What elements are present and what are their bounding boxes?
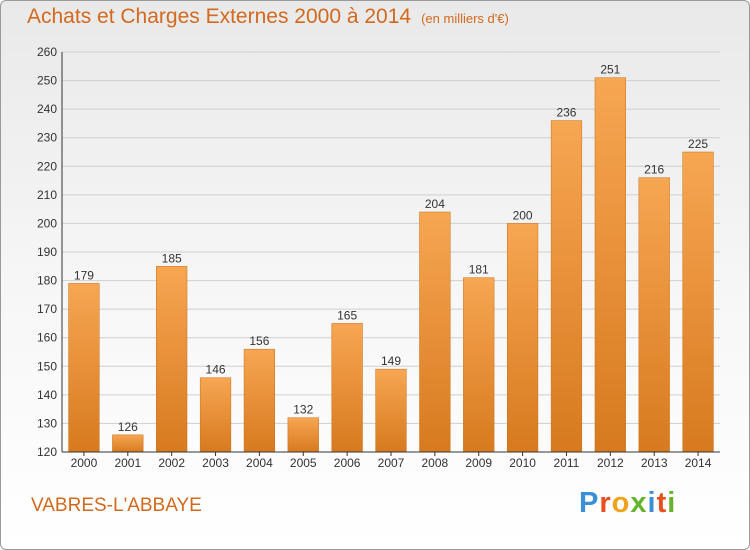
y-tick-label: 190 <box>37 245 57 259</box>
data-label-2012: 251 <box>600 63 620 77</box>
logo-letter: t <box>656 487 668 519</box>
y-tick-label: 170 <box>37 302 57 316</box>
data-label-2008: 204 <box>425 197 445 211</box>
y-tick-label: 230 <box>37 131 57 145</box>
location-label: VABRES-L'ABBAYE <box>31 495 202 516</box>
data-label-2002: 185 <box>162 251 182 265</box>
y-tick-label: 250 <box>37 74 57 88</box>
bar-2012 <box>594 77 626 453</box>
data-label-2010: 200 <box>513 208 533 222</box>
x-tick-label-2010: 2010 <box>509 456 536 470</box>
y-tick-label: 240 <box>37 102 57 116</box>
data-label-2009: 181 <box>469 263 489 277</box>
x-tick-label-2000: 2000 <box>71 456 98 470</box>
y-tick-label: 140 <box>37 388 57 402</box>
x-tick-label-2001: 2001 <box>114 456 141 470</box>
x-tick-label-2011: 2011 <box>554 456 580 470</box>
x-tick-label-2005: 2005 <box>290 456 317 470</box>
y-tick-label: 180 <box>37 274 57 288</box>
bar-2008 <box>419 211 451 453</box>
bar-2001 <box>112 434 144 453</box>
data-label-2014: 225 <box>688 137 708 151</box>
y-tick-label: 150 <box>37 359 57 373</box>
bar-2011 <box>550 120 583 453</box>
x-tick-label-2009: 2009 <box>465 456 492 470</box>
data-label-2000: 179 <box>74 268 94 282</box>
y-tick-label: 120 <box>37 445 57 459</box>
bar-2000 <box>68 283 100 453</box>
logo-letter: r <box>599 487 612 519</box>
logo-letter: P <box>579 487 600 519</box>
y-tick-label: 220 <box>37 159 57 173</box>
bar-2014 <box>682 151 714 453</box>
bar-2010 <box>506 223 539 453</box>
x-tick-label-2002: 2002 <box>158 456 185 470</box>
axes: 120 130 140 150 160 170 180 190 200 210 220 230 240 2… <box>37 45 720 470</box>
x-tick-label-2008: 2008 <box>422 456 449 470</box>
y-tick-label: 200 <box>37 216 57 230</box>
x-tick-label-2012: 2012 <box>597 456 624 470</box>
y-tick-label: 160 <box>37 331 57 345</box>
proxiti-logo: Proxiti <box>579 487 676 520</box>
data-label-2013: 216 <box>644 163 664 177</box>
data-label-2005: 132 <box>293 403 313 417</box>
chart-title-row: Achats et Charges Externes 2000 à 2014 (e… <box>27 5 509 29</box>
x-tick-label-2007: 2007 <box>378 456 405 470</box>
data-label-2001: 126 <box>118 420 138 434</box>
x-tick-label-2006: 2006 <box>334 456 361 470</box>
bars <box>68 77 714 453</box>
logo-letter: x <box>630 487 648 519</box>
x-tick-label-2013: 2013 <box>641 456 668 470</box>
logo-letter: i <box>647 487 657 519</box>
bar-2007 <box>375 368 407 453</box>
bar-2006 <box>331 323 363 453</box>
chart-subtitle: (en milliers d'€) <box>421 11 509 26</box>
y-tick-label: 210 <box>37 188 57 202</box>
data-label-2006: 165 <box>337 308 357 322</box>
logo-letter: o <box>611 487 631 519</box>
logo-letter: i <box>667 487 677 519</box>
bar-2013 <box>638 177 670 453</box>
x-tick-label-2004: 2004 <box>246 456 273 470</box>
bar-2003 <box>199 377 232 453</box>
bar-2004 <box>243 348 276 453</box>
bar-2009 <box>463 277 495 453</box>
data-labels: 179 126 185 146 156 132 165 149 204 181 200 236 251 2… <box>74 63 708 434</box>
x-tick-label-2003: 2003 <box>202 456 229 470</box>
data-label-2003: 146 <box>206 363 226 377</box>
y-tick-label: 130 <box>37 416 57 430</box>
chart-title: Achats et Charges Externes 2000 à 2014 <box>27 5 412 28</box>
x-tick-label-2014: 2014 <box>685 456 712 470</box>
bar-2002 <box>156 266 188 453</box>
data-label-2011: 236 <box>556 106 576 120</box>
data-label-2004: 156 <box>249 334 269 348</box>
data-label-2007: 149 <box>381 354 401 368</box>
y-tick-label: 260 <box>37 45 57 59</box>
bar-2005 <box>287 417 319 453</box>
